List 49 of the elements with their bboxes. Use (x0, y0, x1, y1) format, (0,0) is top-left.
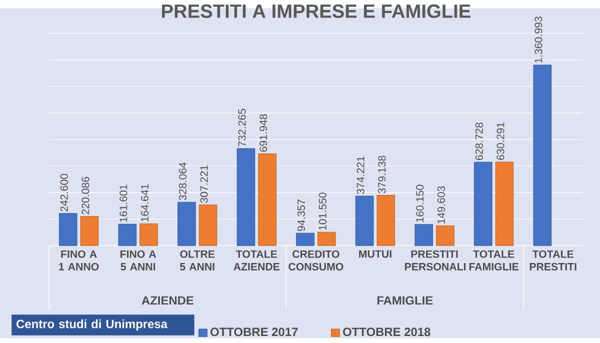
bar (140, 223, 158, 246)
bar (495, 162, 514, 246)
bar (258, 153, 276, 246)
text: AZIENDE (142, 296, 194, 304)
x-tick-label: OLTRE 5 ANNI (180, 250, 215, 270)
data-label: 242.600 (60, 174, 68, 212)
x-tick-label: TOTALE PRESTITI (530, 250, 576, 270)
text: Centro studi di Unimpresa (16, 319, 168, 330)
data-label: 628.728 (475, 122, 483, 160)
bar (118, 224, 137, 246)
data-label: 164.641 (141, 184, 149, 222)
bar (414, 224, 433, 246)
data-label: 379.138 (378, 156, 386, 194)
bar (236, 148, 256, 246)
text: FAMIGLIE (377, 296, 433, 305)
data-label: 307.221 (200, 165, 208, 203)
data-label: 101.550 (318, 192, 326, 230)
data-label: 328.064 (178, 162, 186, 200)
data-label: 630.291 (496, 122, 504, 160)
data-label: 1.360.993 (534, 16, 542, 62)
data-label: 161.601 (120, 184, 128, 222)
legend-label: OTTOBRE 2018 (343, 328, 430, 336)
bar (474, 162, 492, 246)
data-label: 94.357 (298, 199, 306, 231)
bar (376, 194, 396, 246)
data-label: 691.948 (260, 114, 268, 152)
x-tick-label: FINO A 1 ANNO (59, 250, 99, 270)
chart-title: PRESTITI A IMPRESE E FAMIGLIE (162, 4, 470, 18)
x-tick-label: TOTALE FAMIGLIE (469, 250, 518, 270)
bar (533, 64, 552, 246)
legend-label: OTTOBRE 2017 (210, 328, 298, 336)
bar (355, 196, 374, 246)
x-tick-label: FINO A 5 ANNI (120, 250, 156, 270)
bar (80, 216, 99, 246)
data-label: 149.603 (437, 186, 445, 224)
data-label: 220.086 (82, 176, 90, 214)
x-tick-label: CREDITO CONSUMO (288, 250, 344, 270)
data-label: 374.221 (356, 156, 364, 194)
bar (178, 202, 196, 246)
bar (198, 204, 218, 246)
bar (317, 232, 336, 246)
bar (296, 232, 314, 246)
bar (436, 225, 454, 246)
bar (58, 213, 78, 246)
x-tick-label: PRESTITI PERSONALI (404, 250, 466, 270)
x-tick-label: MUTUI (359, 250, 392, 258)
x-tick-label: TOTALE AZIENDE (234, 250, 280, 270)
data-label: 160.150 (416, 184, 424, 222)
data-label: 732.265 (238, 108, 246, 146)
